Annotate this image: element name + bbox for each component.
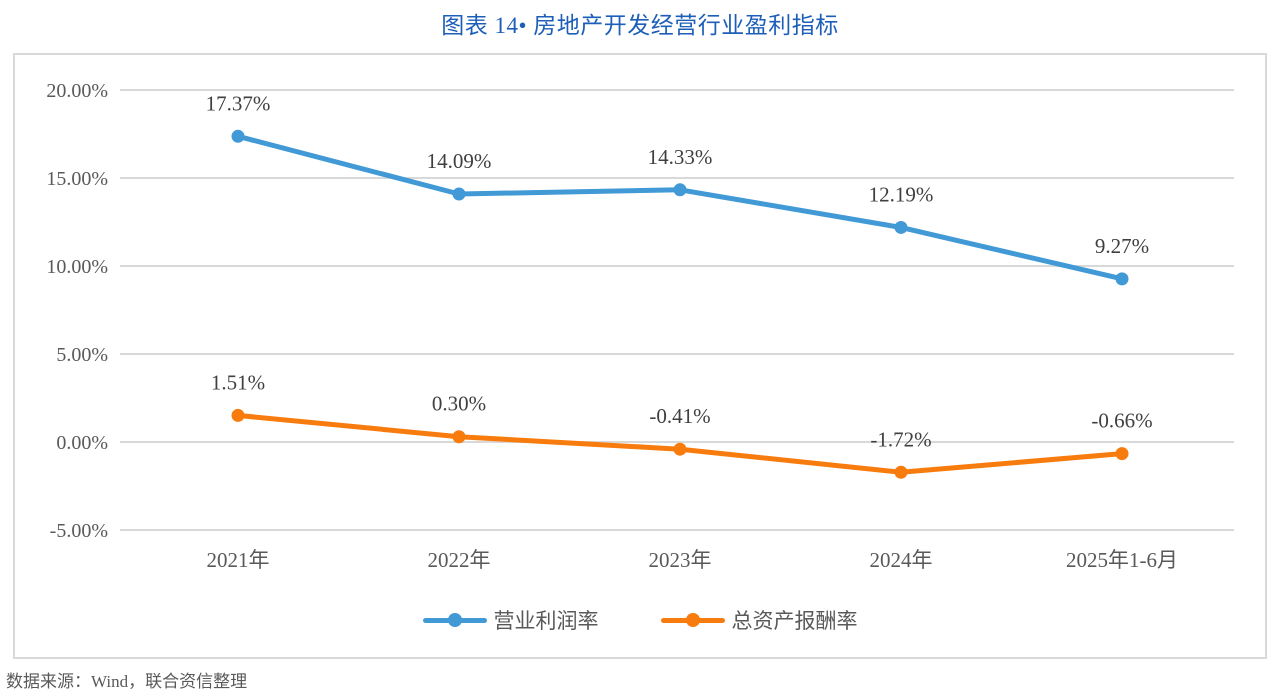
y-axis-tick-label: 10.00%: [46, 256, 108, 278]
data-label-total-asset-return: 1.51%: [211, 370, 265, 394]
data-label-operating-profit-margin: 17.37%: [206, 91, 271, 115]
legend-dot-blue-icon: [447, 613, 462, 627]
x-axis-tick-label: 2021年: [207, 548, 270, 572]
legend-item-total-asset-return: 总资产报酬率: [660, 605, 858, 635]
data-point-total-asset-return: [673, 442, 687, 456]
data-label-operating-profit-margin: 14.33%: [648, 145, 713, 169]
legend-line-marker-orange-icon: [660, 613, 725, 627]
chart-title: 图表 14• 房地产开发经营行业盈利指标: [441, 13, 839, 38]
data-label-operating-profit-margin: 14.09%: [427, 149, 492, 173]
x-axis-tick-label: 2023年: [649, 548, 712, 572]
data-point-total-asset-return: [894, 465, 908, 479]
data-point-operating-profit-margin: [1115, 272, 1129, 286]
data-label-total-asset-return: -0.41%: [649, 404, 710, 428]
data-label-total-asset-return: 0.30%: [432, 392, 486, 416]
data-point-operating-profit-margin: [452, 187, 466, 201]
chart-area: 20.00% 15.00% 10.00% 5.00% 0.00% -5.00% 2021年 2…: [13, 53, 1267, 659]
x-axis-tick-label: 2024年: [870, 548, 933, 572]
data-point-operating-profit-margin: [673, 183, 687, 197]
data-point-operating-profit-margin: [894, 220, 908, 234]
y-axis-tick-label: -5.00%: [50, 520, 108, 542]
y-axis-tick-label: 5.00%: [56, 344, 108, 366]
data-point-operating-profit-margin: [231, 129, 245, 143]
legend-label-total-asset-return: 总资产报酬率: [731, 609, 858, 633]
legend-line-marker-blue-icon: [422, 613, 487, 627]
data-label-total-asset-return: -0.66%: [1091, 409, 1152, 433]
legend-item-operating-profit-margin: 营业利润率: [422, 605, 599, 635]
data-label-operating-profit-margin: 12.19%: [869, 182, 934, 206]
data-label-total-asset-return: -1.72%: [870, 427, 931, 451]
y-axis-tick-label: 15.00%: [46, 168, 108, 190]
data-label-operating-profit-margin: 9.27%: [1095, 234, 1149, 258]
y-axis-tick-label: 0.00%: [56, 432, 108, 454]
line-chart: 20.00% 15.00% 10.00% 5.00% 0.00% -5.00% 2021年 2…: [46, 80, 1234, 572]
data-point-total-asset-return: [1115, 447, 1129, 461]
legend-label-operating-profit-margin: 营业利润率: [493, 609, 599, 633]
legend-dot-orange-icon: [685, 613, 700, 627]
chart-legend: 营业利润率 总资产报酬率: [15, 605, 1265, 635]
x-axis-tick-label: 2022年: [428, 548, 491, 572]
data-point-total-asset-return: [231, 408, 245, 422]
source-note: 数据来源：Wind，联合资信整理: [6, 672, 248, 691]
data-point-total-asset-return: [452, 430, 466, 444]
y-axis-tick-label: 20.00%: [46, 80, 108, 102]
x-axis-tick-label: 2025年1-6月: [1066, 548, 1178, 572]
